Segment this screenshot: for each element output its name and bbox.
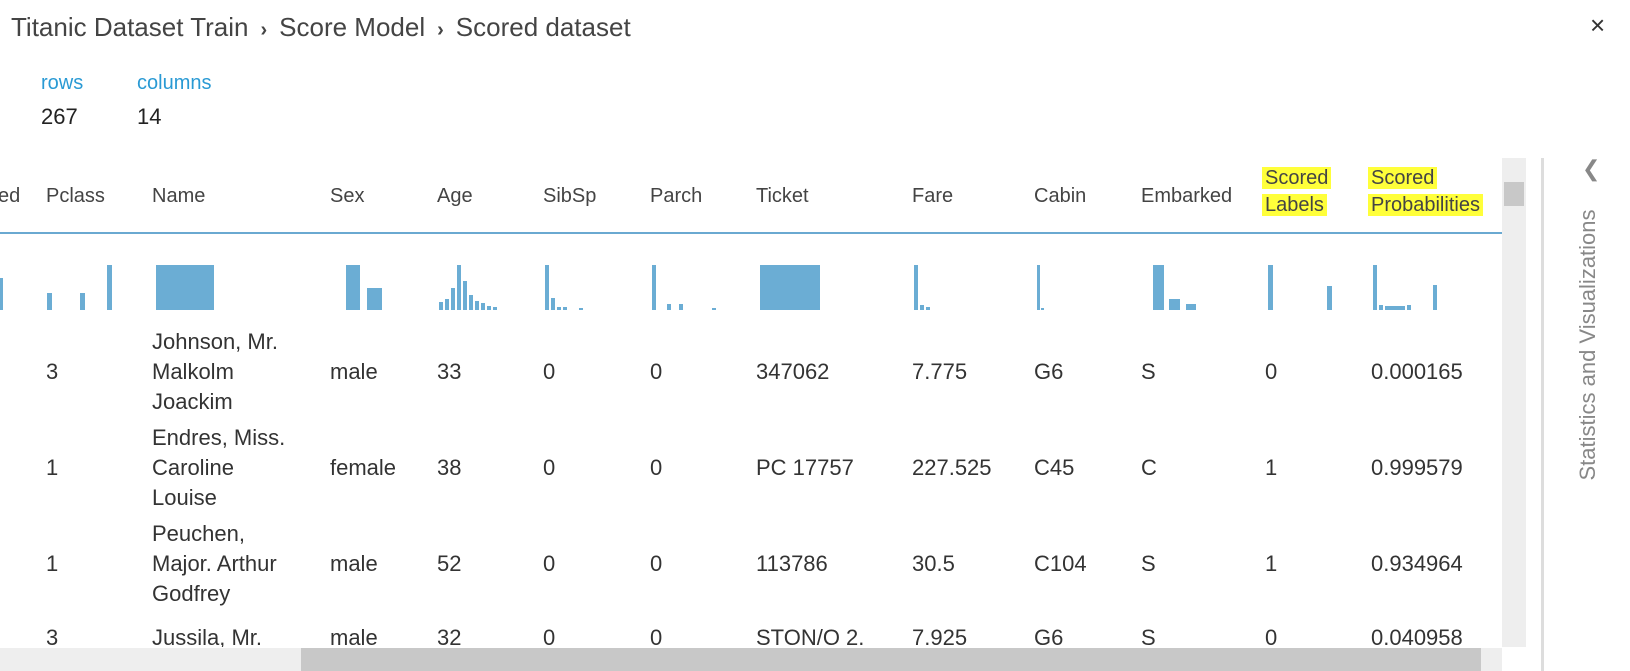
cell: 3 [46, 359, 59, 384]
column-header[interactable]: Pclass [46, 183, 166, 210]
cell: 0 [543, 551, 556, 576]
cell: 1 [46, 455, 59, 480]
cell: male [330, 359, 378, 384]
column-header[interactable]: SibSp [543, 183, 663, 210]
column-header[interactable]: ed [0, 183, 118, 210]
stat-label: rows [41, 72, 84, 94]
separator: › [260, 19, 268, 41]
column-header-text: Cabin [1034, 185, 1087, 207]
stat-value: 267 [41, 104, 78, 129]
column-header[interactable]: Age [437, 183, 557, 210]
panel-divider [1541, 158, 1544, 671]
column-header-text: Age [437, 185, 473, 207]
cell: 0.999579 [1371, 455, 1463, 480]
cell: 0.000165 [1371, 359, 1463, 384]
cell: 0 [650, 551, 663, 576]
cell: 0 [1265, 359, 1278, 384]
column-header-text: Pclass [46, 185, 105, 207]
column-header-text: Ticket [756, 185, 809, 207]
cell: 0 [543, 359, 556, 384]
cell: Peuchen, Major. Arthur Godfrey [152, 521, 277, 606]
side-panel-title[interactable]: Statistics and Visualizations [1575, 209, 1600, 481]
scroll-thumb[interactable] [301, 648, 1481, 671]
expand-icon[interactable]: ❮ [1582, 156, 1601, 181]
column-header-text: Embarked [1141, 185, 1233, 207]
cell: Jussila, Mr. [152, 625, 263, 647]
column-header[interactable]: Ticket [756, 183, 876, 210]
column-header-text: SibSp [543, 185, 597, 207]
cell: S [1141, 625, 1156, 647]
cell: 3 [46, 625, 59, 647]
column-header[interactable]: Embarked [1141, 183, 1261, 210]
column-header-text: Fare [912, 185, 954, 207]
cell: male [330, 551, 378, 576]
header-divider [0, 232, 1502, 234]
breadcrumb: Titanic Dataset Train › Score Model › Scored… [11, 12, 631, 43]
column-header-text: Name [152, 185, 206, 207]
cell: 227.525 [912, 455, 992, 480]
stat-value: 14 [137, 104, 162, 129]
cell: female [330, 455, 397, 480]
cell: PC 17757 [756, 455, 854, 480]
column-header-text: Sex [330, 185, 365, 207]
cell: C104 [1034, 551, 1087, 576]
cell: 0.040958 [1371, 625, 1463, 647]
breadcrumb-item[interactable]: Score Model [279, 12, 426, 42]
cell: G6 [1034, 625, 1064, 647]
vertical-scrollbar[interactable] [1502, 158, 1526, 647]
column-header[interactable]: Name [152, 183, 272, 210]
cell: 33 [437, 359, 462, 384]
column-header[interactable]: Scored Labels [1262, 165, 1385, 219]
column-header[interactable]: Sex [330, 183, 450, 210]
cell: 38 [437, 455, 462, 480]
cell: STON/O 2. [756, 625, 865, 647]
column-header-text: Parch [650, 185, 703, 207]
cell: S [1141, 551, 1156, 576]
cell: 1 [1265, 551, 1278, 576]
breadcrumb-item[interactable]: Scored dataset [455, 12, 631, 42]
stat-label: columns [137, 72, 212, 94]
column-header[interactable]: Cabin [1034, 183, 1154, 210]
cell: 113786 [756, 551, 828, 576]
column-header-text: ed [0, 185, 21, 207]
column-header[interactable]: Parch [650, 183, 770, 210]
separator: › [437, 19, 444, 41]
cell: S [1141, 359, 1156, 384]
close-button[interactable]: × [1590, 10, 1606, 40]
scroll-thumb[interactable] [1504, 182, 1524, 206]
cell: Johnson, Mr. Malkolm Joackim [152, 329, 278, 414]
cell: 0 [650, 359, 663, 384]
cell: 30.5 [912, 551, 955, 576]
cell: 0 [543, 455, 556, 480]
column-header-text: Scored Probabilities [1368, 167, 1483, 216]
cell: 0 [650, 625, 663, 647]
cell: C [1141, 455, 1157, 480]
cell: 0 [543, 625, 556, 647]
cell: 0 [650, 455, 663, 480]
cell: Endres, Miss. Caroline Louise [152, 425, 286, 510]
cell: C45 [1034, 455, 1075, 480]
cell: 7.775 [912, 359, 968, 384]
cell: 1 [46, 551, 59, 576]
cell: 52 [437, 551, 462, 576]
cell: 1 [1265, 455, 1278, 480]
cell: 347062 [756, 359, 830, 384]
data-grid: ed Pclass Name Sex Age SibSp Parch Ticket Fare Ca… [0, 155, 1500, 647]
column-header[interactable]: Fare [912, 183, 1032, 210]
column-header-text: Scored Labels [1262, 167, 1332, 216]
cell: 32 [437, 625, 462, 647]
cell: 7.925 [912, 625, 968, 647]
cell: male [330, 625, 378, 647]
cell: 0.934964 [1371, 551, 1463, 576]
breadcrumb-item[interactable]: Titanic Dataset Train [11, 12, 249, 42]
column-header[interactable]: Scored Probabilities [1368, 165, 1491, 219]
histograms [0, 265, 1437, 310]
cell: G6 [1034, 359, 1064, 384]
cell: 0 [1265, 625, 1278, 647]
